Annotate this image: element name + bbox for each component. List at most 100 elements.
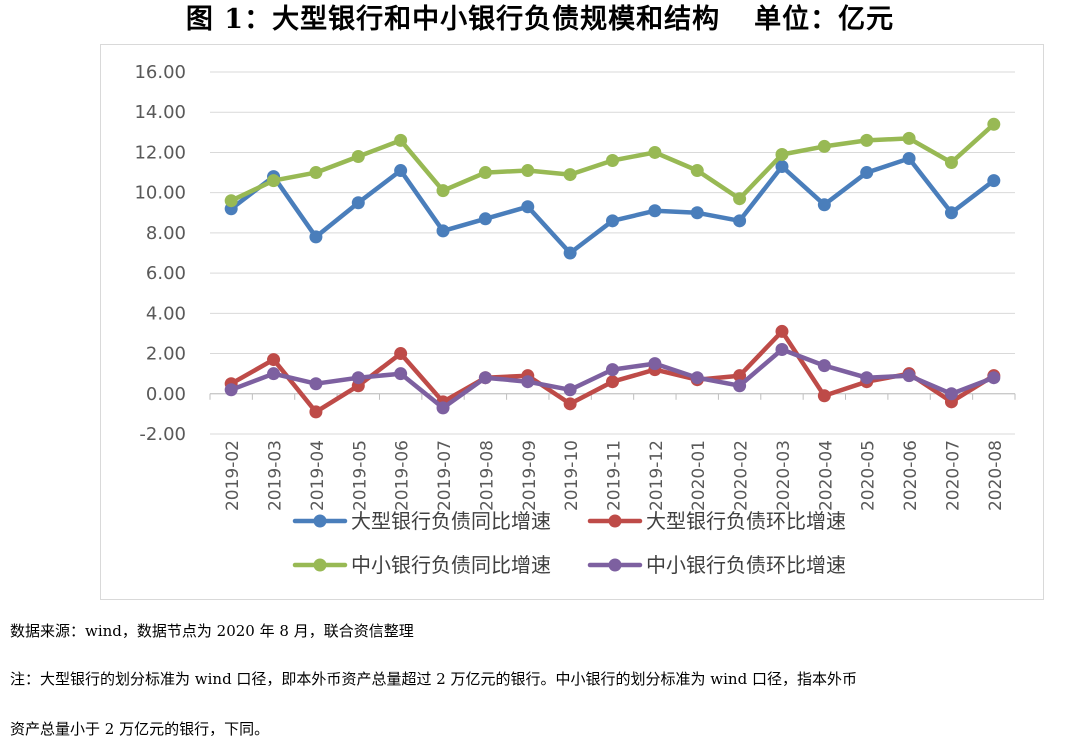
legend-label-1: 大型银行负债环比增速 <box>646 509 846 533</box>
series-2-point <box>987 117 1001 131</box>
series-1-point <box>394 347 408 361</box>
y-tick-label: 10.00 <box>134 183 186 204</box>
y-tick-label: 16.00 <box>134 62 186 83</box>
x-tick-label: 2019-03 <box>266 440 286 511</box>
footnote-line-2: 资产总量小于 2 万亿元的银行，下同。 <box>10 720 270 738</box>
x-tick-label: 2020-02 <box>732 440 752 511</box>
series-2-point <box>775 147 789 161</box>
series-3-point <box>690 371 704 385</box>
series-0-point <box>944 206 958 220</box>
series-3-point <box>860 371 874 385</box>
x-tick-label: 2019-06 <box>393 440 413 511</box>
series-3-point <box>775 343 789 357</box>
series-2-point <box>690 164 704 178</box>
legend-label-3: 中小银行负债环比增速 <box>646 553 846 577</box>
series-0-point <box>648 204 662 218</box>
series-3-point <box>648 357 662 371</box>
series-2-point <box>521 164 535 178</box>
series-3-point <box>267 367 281 381</box>
series-2-point <box>563 168 577 182</box>
y-tick-label: 12.00 <box>134 142 186 163</box>
series-0-point <box>563 246 577 260</box>
series-0-point <box>309 230 323 244</box>
x-tick-label: 2019-11 <box>605 440 625 511</box>
y-tick-label: -2.00 <box>139 424 186 445</box>
x-tick-label: 2019-04 <box>308 440 328 511</box>
series-3-point <box>224 383 238 397</box>
series-3-point <box>309 377 323 391</box>
x-tick-label: 2019-08 <box>477 440 497 511</box>
x-tick-label: 2020-08 <box>986 440 1006 511</box>
series-0-point <box>521 200 535 214</box>
x-tick-label: 2019-05 <box>350 440 370 511</box>
series-line-0 <box>228 156 997 256</box>
series-0-point <box>690 206 704 220</box>
series-2-point <box>648 145 662 159</box>
x-tick-label: 2019-02 <box>223 440 243 511</box>
series-2-point <box>478 166 492 180</box>
x-tick-label: 2020-05 <box>859 440 879 511</box>
y-tick-label: 14.00 <box>134 102 186 123</box>
series-0-point <box>436 224 450 238</box>
y-tick-label: 2.00 <box>146 344 186 365</box>
series-0-point <box>860 166 874 180</box>
series-2-point <box>351 149 365 163</box>
series-1-point <box>817 389 831 403</box>
series-2-point <box>944 156 958 169</box>
series-1-point <box>267 353 281 367</box>
legend-marker-2 <box>313 558 327 572</box>
series-0-point <box>902 151 916 165</box>
series-2-point <box>902 131 916 145</box>
series-3-point <box>606 363 619 377</box>
x-tick-label: 2019-09 <box>520 440 540 511</box>
legend-marker-3 <box>608 558 622 572</box>
series-3-point <box>902 369 916 383</box>
series-3-point <box>733 379 747 393</box>
series-0-point <box>606 214 619 228</box>
series-3-point <box>394 367 408 381</box>
x-tick-label: 2020-01 <box>689 440 709 511</box>
series-1-point <box>563 397 577 411</box>
series-2-point <box>817 139 831 153</box>
series-1-point <box>309 405 323 419</box>
y-tick-label: 4.00 <box>146 303 186 324</box>
series-3-point <box>944 387 958 401</box>
series-1-point <box>775 324 789 338</box>
series-2-point <box>267 174 281 188</box>
series-0-point <box>351 196 365 210</box>
series-3-point <box>436 401 450 415</box>
legend-marker-0 <box>313 514 327 528</box>
chart-unit: 单位：亿元 <box>754 4 895 35</box>
x-tick-label: 2020-06 <box>901 440 921 511</box>
x-tick-label: 2019-10 <box>562 440 582 511</box>
series-2-point <box>606 153 619 167</box>
series-2-point <box>733 192 747 206</box>
footnote-line-1: 注：大型银行的划分标准为 wind 口径，即本外币资产总量超过 2 万亿元的银行… <box>10 670 857 688</box>
series-0-point <box>733 214 747 228</box>
series-0-point <box>987 174 1001 188</box>
x-tick-label: 2020-07 <box>943 440 963 511</box>
y-tick-label: 8.00 <box>146 223 186 244</box>
chart-title: 图 1：大型银行和中小银行负债规模和结构 单位：亿元 <box>0 0 1080 40</box>
series-1-point <box>606 375 619 389</box>
series-2-point <box>309 166 323 180</box>
series-2-point <box>860 133 874 147</box>
series-3-point <box>987 371 1001 385</box>
legend-label-0: 大型银行负债同比增速 <box>351 509 551 533</box>
series-3-point <box>817 359 831 373</box>
series-0-point <box>394 164 408 178</box>
series-3-point <box>521 375 535 389</box>
y-tick-label: 6.00 <box>146 263 186 284</box>
series-0-point <box>775 160 789 174</box>
series-0-point <box>817 198 831 212</box>
series-3-point <box>351 371 365 385</box>
x-tick-label: 2020-03 <box>774 440 794 511</box>
series-3-point <box>478 371 492 385</box>
line-chart: 16.00 14.00 12.00 10.00 8.00 6.00 4.00 2.00 0.00… <box>134 62 1016 577</box>
x-tick-label: 2019-12 <box>647 440 667 511</box>
series-3-point <box>563 383 577 397</box>
series-0-point <box>478 212 492 226</box>
series-2-point <box>436 184 450 198</box>
series-2-point <box>224 194 238 208</box>
data-source-note: 数据来源：wind，数据节点为 2020 年 8 月，联合资信整理 <box>10 622 414 640</box>
